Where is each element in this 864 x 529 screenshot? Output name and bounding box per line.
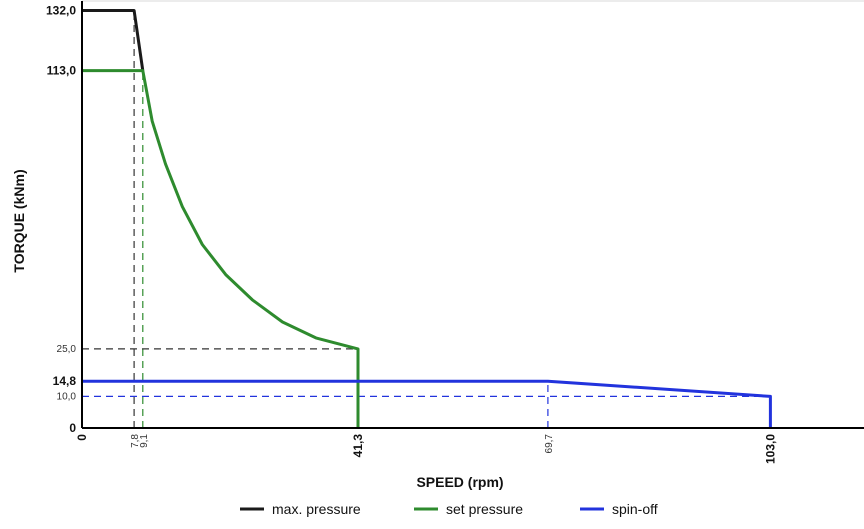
- legend-label-spin-off: spin-off: [612, 501, 658, 517]
- x-tick-label: 103,0: [763, 434, 777, 464]
- y-tick-label: 14,8: [53, 374, 77, 388]
- x-tick-label: 9,1: [139, 434, 150, 448]
- legend-label-set-pressure: set pressure: [446, 501, 523, 517]
- x-tick-label: 0: [75, 434, 89, 441]
- y-tick-label: 25,0: [57, 344, 77, 355]
- axes: [81, 1, 864, 429]
- guide-lines: [82, 10, 771, 428]
- series-line-spin-off: [82, 379, 772, 428]
- y-tick-label: 10,0: [57, 391, 77, 402]
- x-tick-label: 7,8: [130, 434, 141, 448]
- series-lines: [82, 9, 772, 428]
- legend-label-max-pressure: max. pressure: [272, 501, 361, 517]
- y-tick-label: 113,0: [47, 64, 77, 78]
- legend: max. pressure set pressure spin-off: [240, 501, 658, 517]
- y-tick-label: 132,0: [46, 3, 76, 17]
- y-axis-title: TORQUE (kNm): [11, 169, 27, 272]
- x-tick-label: 69,7: [544, 434, 555, 454]
- y-tick-label: 0: [69, 421, 76, 435]
- x-tick-labels: 0 7,89,1 41,3 69,7 103,0: [75, 434, 777, 464]
- series-line-max-pressure: [82, 9, 145, 71]
- series-line-set-pressure: [82, 69, 360, 428]
- x-tick-label: 41,3: [351, 434, 365, 458]
- y-tick-labels: 0 10,0 14,8 25,0 113,0 132,0: [46, 3, 76, 435]
- x-axis-title: SPEED (rpm): [416, 474, 503, 490]
